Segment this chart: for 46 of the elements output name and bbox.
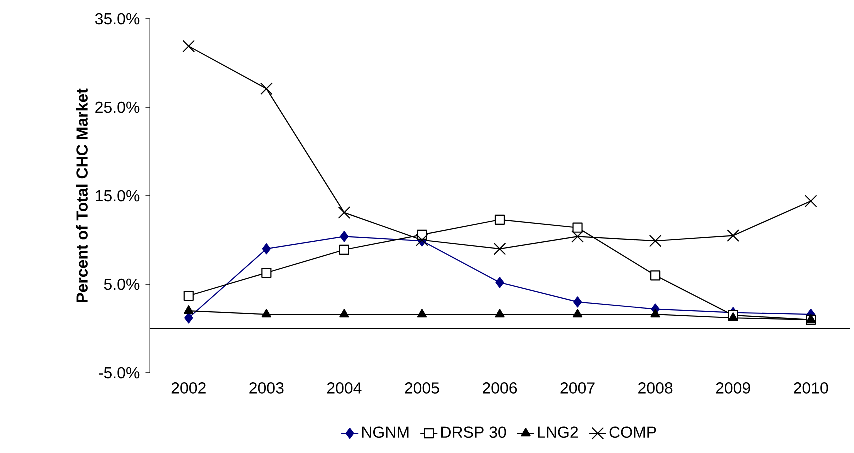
point xyxy=(262,244,271,255)
point xyxy=(573,296,582,308)
y-tick-label: 25.0% xyxy=(96,102,140,114)
x-tick-label: 2004 xyxy=(327,382,362,394)
x-tick-label: 2005 xyxy=(405,382,440,394)
point xyxy=(572,222,583,233)
point xyxy=(572,230,584,243)
point xyxy=(338,206,351,220)
point xyxy=(650,270,661,281)
x-tick-label: 2003 xyxy=(250,382,284,394)
point xyxy=(494,214,506,225)
point xyxy=(417,309,428,318)
point xyxy=(184,290,194,302)
point xyxy=(496,277,504,288)
y-tick-label: 5.0% xyxy=(104,278,140,290)
x-tick-label: 2008 xyxy=(638,382,673,394)
point xyxy=(339,244,350,256)
point xyxy=(182,40,196,53)
y-axis-title: Percent of Total CHC Market xyxy=(76,88,88,302)
point xyxy=(184,306,194,314)
legend-label: LNG2 xyxy=(538,426,578,438)
point xyxy=(340,231,349,242)
point xyxy=(650,309,660,318)
x-tick-label: 2007 xyxy=(560,382,595,394)
y-tick-label: 35.0% xyxy=(95,13,140,25)
legend-label: NGNM xyxy=(362,426,409,438)
legend-label: DRSP 30 xyxy=(442,426,506,438)
x-tick-label: 2006 xyxy=(483,382,518,394)
point xyxy=(262,268,272,278)
point xyxy=(727,230,740,242)
point xyxy=(184,312,194,324)
point xyxy=(728,312,738,322)
legend-label: COMP xyxy=(610,426,656,438)
y-tick-label: 15.0% xyxy=(96,190,140,202)
y-tick-label: -5.0% xyxy=(99,367,140,379)
x-tick-label: 2010 xyxy=(794,382,828,394)
point xyxy=(495,309,505,318)
point xyxy=(340,309,350,318)
x-tick-label: 2002 xyxy=(172,382,206,394)
point xyxy=(572,309,583,318)
point xyxy=(260,82,273,96)
point xyxy=(804,195,818,208)
point xyxy=(649,234,662,248)
x-tick-label: 2009 xyxy=(716,382,750,394)
point xyxy=(262,309,272,318)
point xyxy=(494,242,506,256)
